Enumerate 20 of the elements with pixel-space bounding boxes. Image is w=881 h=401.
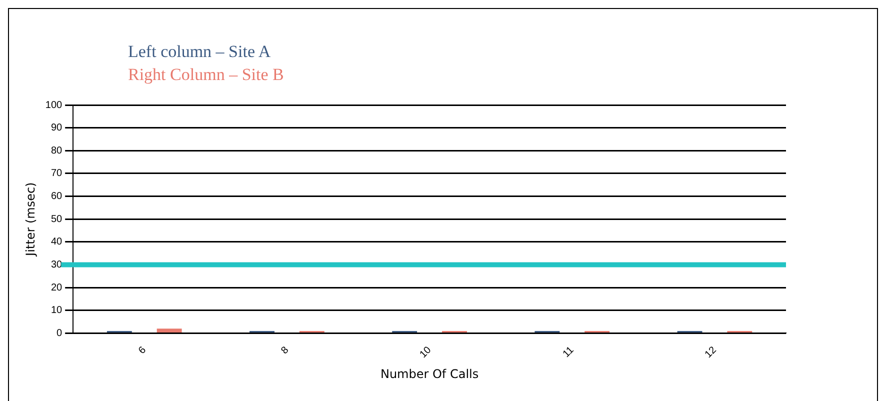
x-tick-label: 11 — [561, 344, 576, 360]
x-tick-label: 10 — [418, 344, 434, 360]
x-tick-label: 8 — [279, 344, 292, 356]
x-tick-label: 12 — [703, 344, 720, 360]
y-tick-label: 70 — [50, 168, 63, 180]
y-tick-label: 100 — [45, 100, 63, 111]
x-tick-label: 6 — [136, 344, 149, 356]
y-axis-title: Jitter (msec) — [23, 182, 38, 257]
y-tick-label: 10 — [50, 305, 63, 316]
y-tick-label: 50 — [50, 214, 63, 225]
text: Left column – Site A — [128, 41, 272, 63]
y-tick-label: 30 — [50, 260, 63, 271]
text: Right Column – Site B — [128, 64, 284, 86]
y-tick-label: 0 — [56, 328, 63, 339]
y-tick-label: 60 — [50, 191, 63, 202]
x-axis-title: Number Of Calls — [380, 366, 479, 381]
y-tick-label: 20 — [50, 282, 63, 294]
y-tick-label: 80 — [50, 145, 63, 156]
y-tick-label: 40 — [50, 236, 63, 248]
y-tick-label: 90 — [50, 122, 63, 134]
